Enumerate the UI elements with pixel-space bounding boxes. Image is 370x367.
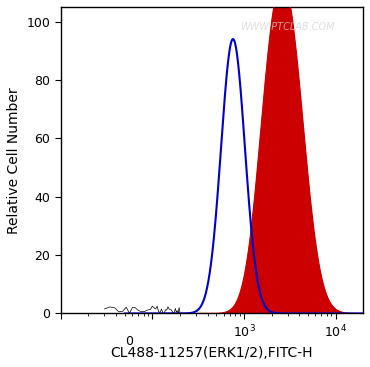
Text: WWW.PTCLAB.COM: WWW.PTCLAB.COM [240, 22, 335, 32]
X-axis label: CL488-11257(ERK1/2),FITC-H: CL488-11257(ERK1/2),FITC-H [111, 346, 313, 360]
Text: 0: 0 [125, 335, 134, 348]
Y-axis label: Relative Cell Number: Relative Cell Number [7, 87, 21, 233]
